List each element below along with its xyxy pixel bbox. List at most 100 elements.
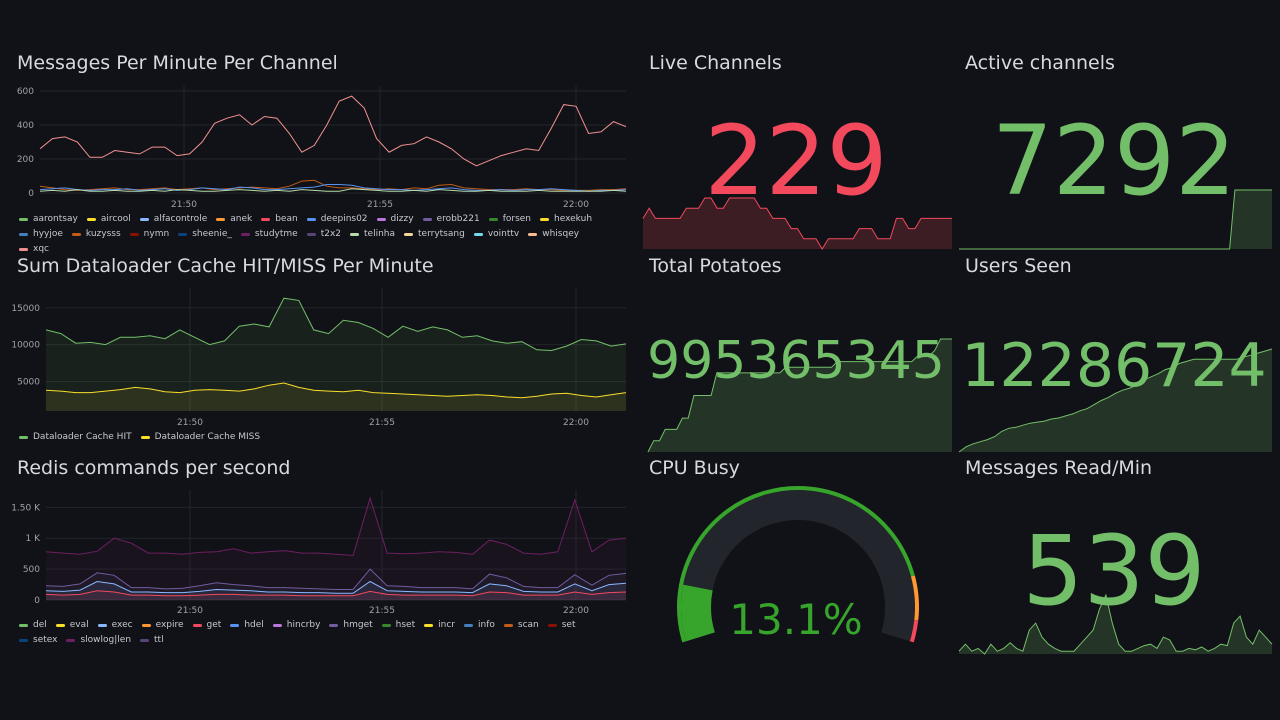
legend-item[interactable]: expire (141, 620, 184, 630)
legend-item[interactable]: alfacontrole (139, 214, 208, 224)
legend-swatch (140, 638, 150, 642)
legend-label: anek (230, 214, 253, 224)
sparkline-area (643, 198, 952, 249)
series-line-hmget (45, 568, 627, 590)
messages-read-panel[interactable]: Messages Read/Min 539 (956, 455, 1273, 655)
panel-title: Messages Read/Min (965, 457, 1153, 479)
x-tick-label: 21:50 (171, 200, 197, 210)
live-channels-panel[interactable]: Live Channels 229 (640, 50, 952, 250)
legend-swatch (71, 232, 81, 236)
sparkline (958, 593, 1273, 655)
sparkline-line (647, 338, 952, 453)
legend-label: dizzy (390, 214, 414, 224)
series-line-slowlog|len (45, 496, 627, 557)
legend-swatch (66, 638, 76, 642)
legend-item[interactable]: vointtv (473, 229, 519, 239)
legend-item[interactable]: xqc (19, 244, 49, 254)
legend-item[interactable]: scan (503, 620, 539, 630)
legend-swatch (86, 217, 96, 221)
sparkline-line (958, 348, 1273, 453)
legend-item[interactable]: hexekuh (540, 214, 592, 224)
legend-item[interactable]: hset (381, 620, 415, 630)
legend-label: t2x2 (320, 229, 342, 239)
legend-swatch (55, 623, 65, 627)
legend-item[interactable]: anek (216, 214, 252, 224)
legend-swatch (488, 217, 498, 221)
legend-item[interactable]: ttl (140, 635, 164, 645)
legend-item[interactable]: deepins02 (306, 214, 368, 224)
active-channels-panel[interactable]: Active channels 7292 (956, 50, 1272, 250)
legend-label: ttl (154, 635, 164, 645)
legend-item[interactable]: hmget (329, 620, 373, 630)
legend-item[interactable]: telinha (350, 229, 395, 239)
legend-item[interactable]: slowlog|len (66, 635, 131, 645)
legend-swatch (261, 217, 271, 221)
legend-swatch (178, 232, 188, 236)
legend-item[interactable]: exec (97, 620, 133, 630)
legend-item[interactable]: dizzy (376, 214, 414, 224)
legend-label: exec (111, 620, 133, 630)
legend-item[interactable]: whisqey (528, 229, 579, 239)
threshold-green (677, 486, 915, 643)
series-line-telinha (39, 188, 627, 192)
legend-label: alfacontrole (153, 214, 208, 224)
legend-label: studytme (254, 229, 298, 239)
legend-swatch (306, 232, 316, 236)
legend-item[interactable]: eval (55, 620, 89, 630)
legend-swatch (216, 217, 226, 221)
legend-label: set (561, 620, 576, 630)
legend-item[interactable]: aarontsay (19, 214, 78, 224)
legend-swatch (272, 623, 282, 627)
cpu-gauge (677, 486, 919, 643)
legend-item[interactable]: Dataloader Cache MISS (140, 432, 260, 442)
legend-swatch (19, 638, 28, 642)
legend-item[interactable]: sheenie_ (178, 229, 232, 239)
legend-item[interactable]: hyyjoe (19, 229, 63, 239)
legend-item[interactable]: kuzysss (71, 229, 121, 239)
messages-panel[interactable]: Messages Per Minute Per Channel 0 200 400 6… (8, 50, 632, 254)
legend-swatch (240, 232, 250, 236)
legend-label: sheenie_ (192, 229, 232, 239)
legend-item[interactable]: studytme (240, 229, 298, 239)
legend-item[interactable]: hdel (230, 620, 264, 630)
legend-label: kuzysss (85, 229, 121, 239)
legend-swatch (528, 232, 538, 236)
legend-item[interactable]: nymn (129, 229, 169, 239)
legend-item[interactable]: get (192, 620, 221, 630)
legend-label: slowlog|len (80, 635, 132, 645)
legend-item[interactable]: del (19, 620, 47, 630)
legend-item[interactable]: incr (424, 620, 455, 630)
legend-item[interactable]: Dataloader Cache HIT (19, 432, 132, 442)
legend-label: deepins02 (320, 214, 368, 224)
redis-chart: 0 500 1 K 1.50 K 21:50 21:55 22:00 (11, 490, 627, 616)
sparkline-line (958, 593, 1273, 655)
legend-swatch (141, 623, 151, 627)
legend-item[interactable]: set (547, 620, 576, 630)
legend-label: telinha (364, 229, 396, 239)
legend-item[interactable]: hincrby (272, 620, 320, 630)
users-seen-panel[interactable]: Users Seen 12286724 (956, 253, 1273, 453)
legend-item[interactable]: bean (261, 214, 298, 224)
sparkline (647, 338, 952, 453)
total-potatoes-panel[interactable]: Total Potatoes 995365345 (640, 253, 952, 453)
legend-swatch (503, 623, 513, 627)
legend-item[interactable]: forsen (488, 214, 531, 224)
stat-value: 995365345 (647, 331, 945, 391)
legend-item[interactable]: setex (19, 635, 57, 645)
x-tick-label: 22:00 (563, 606, 589, 616)
legend-item[interactable]: info (463, 620, 495, 630)
dataloader-panel[interactable]: Sum Dataloader Cache HIT/MISS Per Minute… (8, 253, 632, 453)
legend-item[interactable]: terrytsang (404, 229, 465, 239)
redis-panel[interactable]: Redis commands per second 0 500 1 K 1.50 K 2… (8, 455, 632, 655)
legend-item[interactable]: aircool (86, 214, 131, 224)
sparkline (642, 197, 952, 250)
y-tick-label: 600 (17, 87, 34, 97)
legend-label: incr (438, 620, 455, 630)
legend-swatch (19, 435, 28, 439)
cpu-busy-panel[interactable]: CPU Busy 13.1% (640, 455, 952, 655)
legend-item[interactable]: erobb221 (422, 214, 480, 224)
stat-value: 539 (1022, 515, 1206, 627)
legend-label: eval (69, 620, 89, 630)
legend-swatch (139, 217, 149, 221)
legend-item[interactable]: t2x2 (306, 229, 342, 239)
